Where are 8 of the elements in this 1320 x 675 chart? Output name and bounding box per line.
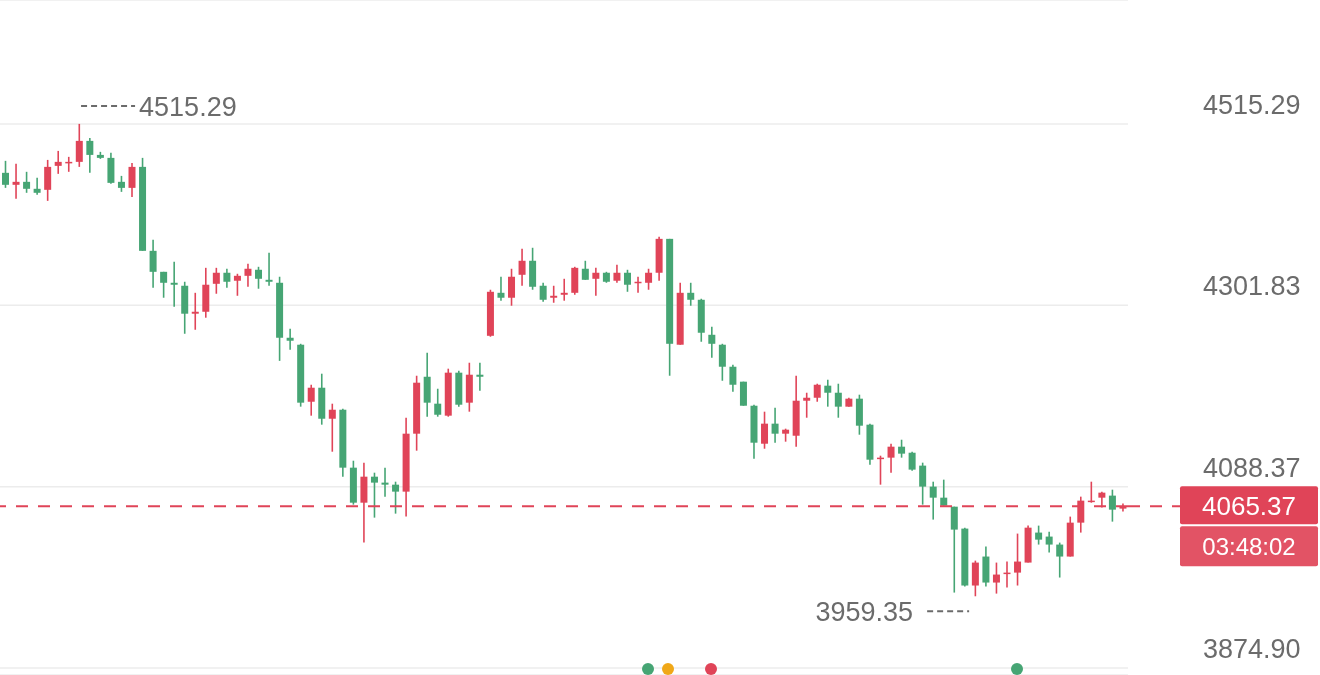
annotation: 4515.29 <box>139 91 237 122</box>
annotation: 3959.35 <box>815 597 914 628</box>
y-tick-label: 4088.37 <box>1203 452 1301 483</box>
y-tick-label: 4515.29 <box>1203 89 1301 120</box>
y-tick-label: 3874.90 <box>1203 634 1301 665</box>
text: 03:48:02 <box>1202 533 1296 561</box>
y-tick-label: 4301.83 <box>1203 271 1301 302</box>
ref-line-label: 4065.37 <box>1202 491 1296 522</box>
